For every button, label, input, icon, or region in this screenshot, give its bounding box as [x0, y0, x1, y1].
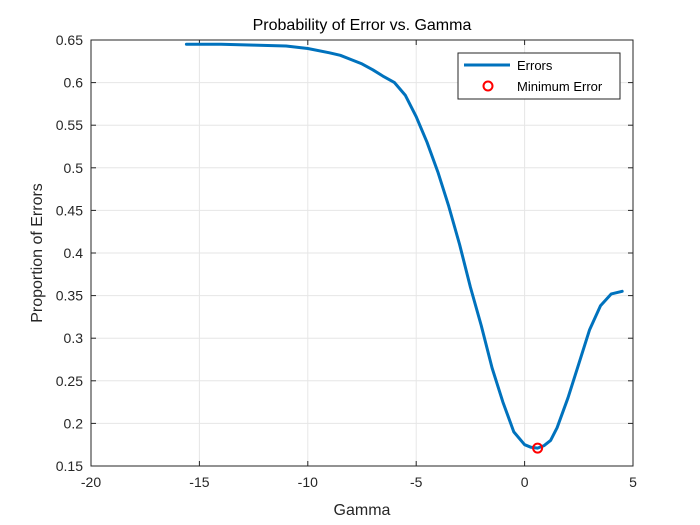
y-axis-title: Proportion of Errors [29, 183, 46, 323]
x-tick-label: 0 [521, 474, 529, 490]
x-tick-label: -10 [298, 474, 318, 490]
x-tick-label: -5 [410, 474, 423, 490]
legend-minimum-label: Minimum Error [517, 79, 603, 94]
y-tick-label: 0.5 [64, 160, 84, 176]
y-axis-ticks: 0.15 0.2 0.25 0.3 0.35 0.4 0.45 0.5 0.55 0.6 0.65 [56, 32, 633, 474]
grid [90, 39, 634, 467]
x-axis-title: Gamma [334, 502, 391, 519]
y-tick-label: 0.65 [56, 32, 83, 48]
x-tick-label: -20 [81, 474, 101, 490]
y-tick-label: 0.55 [56, 117, 83, 133]
plot-frame [90, 39, 634, 467]
y-tick-label: 0.35 [56, 288, 83, 304]
errors-line [184, 42, 624, 450]
x-tick-label: 5 [629, 474, 637, 490]
chart-title: Probability of Error vs. Gamma [253, 17, 472, 34]
legend-errors-label: Errors [517, 58, 553, 73]
minimum-error-marker [532, 442, 544, 454]
y-tick-label: 0.4 [64, 245, 84, 261]
y-tick-label: 0.2 [64, 415, 84, 431]
x-axis-ticks: -20 -15 -10 -5 0 5 [81, 40, 637, 490]
legend: Errors Minimum Error [457, 52, 621, 100]
series-group [184, 42, 624, 454]
y-tick-label: 0.3 [64, 330, 84, 346]
y-tick-label: 0.15 [56, 458, 83, 474]
y-tick-label: 0.25 [56, 373, 83, 389]
legend-minimum-marker [482, 80, 494, 92]
y-tick-label: 0.6 [64, 75, 84, 91]
legend-box [457, 52, 621, 100]
y-tick-label: 0.45 [56, 202, 83, 218]
x-tick-label: -15 [189, 474, 209, 490]
